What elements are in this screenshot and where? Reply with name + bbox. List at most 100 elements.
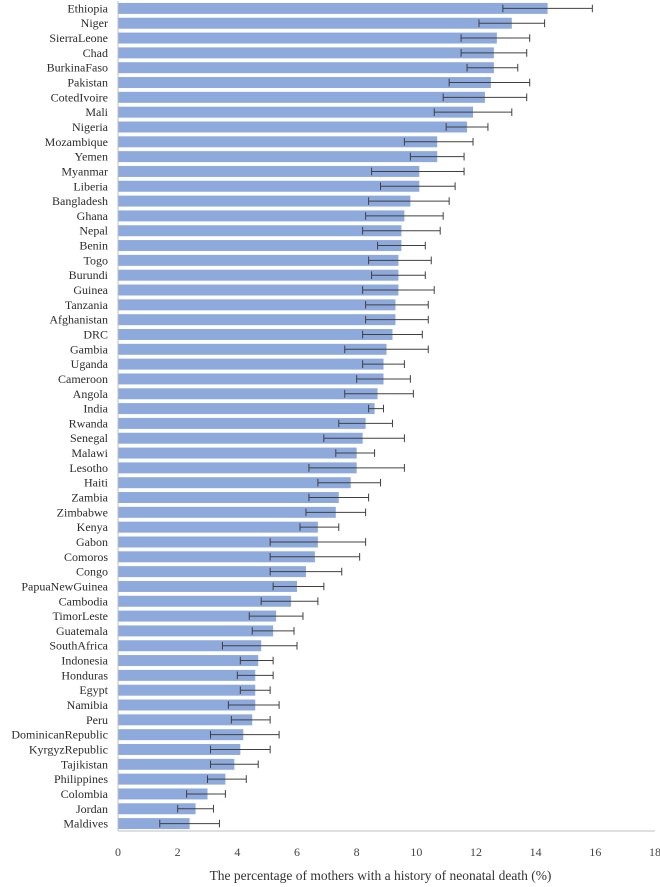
category-labels: EthiopiaNigerSierraLeoneChadBurkinaFasoP… [11, 1, 108, 830]
error-bar [368, 197, 450, 205]
bar [118, 729, 244, 741]
error-bar [239, 686, 271, 695]
error-bar [177, 804, 214, 813]
category-label: Angola [73, 387, 109, 401]
category-label: Tajikistan [61, 757, 108, 771]
bar [118, 62, 494, 74]
category-label: Zambia [71, 491, 108, 505]
error-bar [365, 301, 429, 309]
error-bar [269, 538, 367, 546]
bar [118, 299, 396, 311]
category-label: Nepal [79, 224, 108, 238]
error-bar [362, 226, 441, 235]
x-tick-label: 14 [530, 845, 542, 859]
bar [118, 521, 318, 533]
x-tick-label: 18 [649, 845, 660, 859]
bar [118, 803, 196, 815]
error-bar [251, 627, 295, 635]
category-label: Guinea [73, 283, 108, 297]
error-bar [344, 389, 414, 398]
bar [118, 269, 399, 281]
bars-layer [118, 2, 548, 830]
error-bar [317, 478, 382, 487]
category-label: Peru [86, 713, 108, 727]
category-label: Gabon [76, 535, 108, 549]
bar [118, 32, 497, 44]
bar [118, 595, 292, 607]
category-label: Haiti [84, 476, 109, 490]
category-label: BurkinaFaso [47, 61, 108, 75]
bar [118, 17, 512, 29]
bar [118, 373, 384, 385]
category-label: Chad [83, 46, 108, 60]
bar [118, 669, 256, 681]
error-bar [371, 167, 465, 176]
error-bar [230, 716, 271, 724]
category-label: SouthAfrica [49, 639, 108, 653]
error-bar [409, 152, 465, 161]
category-label: Maldives [63, 817, 108, 831]
category-label: Ethiopia [67, 1, 108, 15]
category-label: DominicanRepublic [11, 728, 108, 742]
error-bar [368, 404, 385, 413]
category-label: DRC [83, 327, 108, 341]
bar [118, 625, 274, 637]
category-label: Honduras [61, 668, 108, 682]
bar [118, 136, 438, 148]
error-bar [371, 271, 426, 280]
error-bar [460, 49, 528, 57]
bar [118, 343, 387, 355]
category-label: Uganda [71, 357, 109, 371]
category-label: Pakistan [67, 76, 108, 90]
category-label: SierraLeone [49, 31, 108, 45]
category-label: Jordan [76, 802, 108, 816]
category-label: Senegal [70, 431, 109, 445]
bar [118, 210, 405, 222]
category-label: Zimbabwe [57, 505, 108, 519]
error-bar [442, 93, 528, 102]
category-label: Comoros [64, 550, 108, 564]
error-bar [209, 730, 280, 739]
bar [118, 699, 256, 711]
category-label: Colombia [61, 787, 109, 801]
category-label: Kenya [77, 520, 109, 534]
error-bar [308, 464, 405, 472]
bar [118, 610, 277, 622]
error-bar [356, 375, 411, 383]
x-tick-label: 8 [354, 845, 360, 859]
category-label: Cambodia [59, 594, 109, 608]
error-bar [362, 330, 423, 339]
category-label: Philippines [54, 772, 108, 786]
category-label: Nigeria [72, 120, 109, 134]
category-label: Myanmar [61, 164, 108, 178]
error-bar [362, 360, 405, 368]
error-bar [344, 345, 429, 354]
x-tick-label: 12 [470, 845, 482, 859]
x-axis-title: The percentage of mothers with a history… [210, 868, 552, 883]
category-label: Benin [79, 239, 108, 253]
category-label: KyrgyzRepublic [29, 742, 108, 756]
error-bar [365, 212, 444, 220]
error-bar [236, 671, 274, 680]
bar [118, 254, 399, 266]
bar [118, 195, 411, 207]
error-bar [338, 419, 393, 428]
bar [118, 180, 420, 192]
category-label: Indonesia [61, 654, 108, 668]
bar [118, 417, 366, 429]
x-tick-label: 0 [115, 845, 121, 859]
bar [118, 743, 241, 755]
category-label: Guatemala [56, 624, 109, 638]
error-bar [448, 78, 531, 87]
bar [118, 447, 357, 459]
bar [118, 91, 485, 103]
error-bar [460, 34, 531, 42]
bar [118, 328, 393, 340]
bar [118, 225, 402, 237]
error-bar [227, 701, 280, 709]
error-bar [308, 493, 370, 502]
error-bar [502, 4, 593, 13]
bar [118, 580, 297, 592]
error-bar [323, 434, 405, 443]
